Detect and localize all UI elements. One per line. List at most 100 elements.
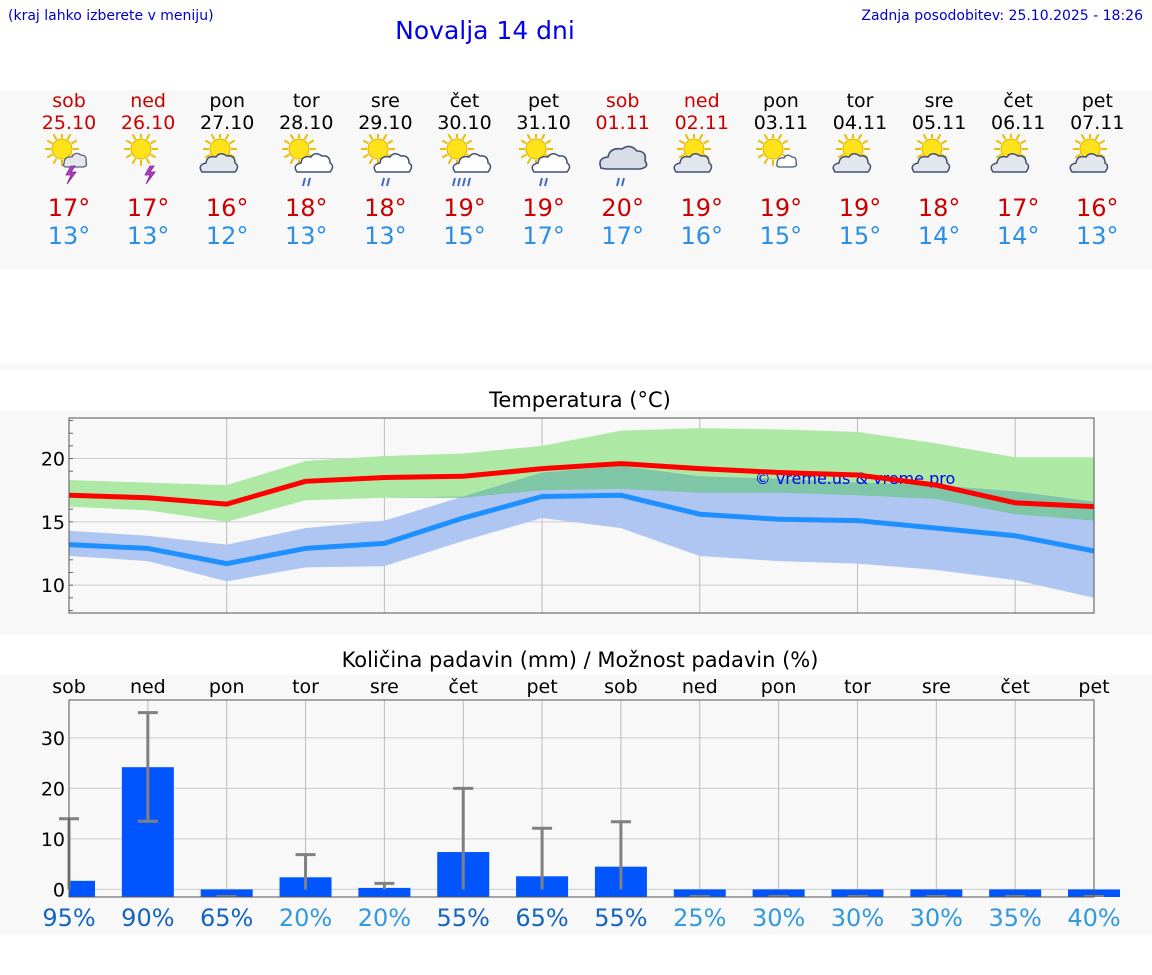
min-temperature: 13° xyxy=(47,222,91,250)
day-card: ned 26.10 17° 13° xyxy=(109,90,188,250)
y-tick-label: 0 xyxy=(53,879,65,901)
min-temperature: 15° xyxy=(443,222,486,250)
day-date: 31.10 xyxy=(516,112,571,134)
x-category-label: ned xyxy=(682,676,718,698)
day-date: 28.10 xyxy=(279,112,334,134)
x-category-label: čet xyxy=(448,676,478,698)
day-name: tor xyxy=(292,90,320,112)
precipitation-probability: 30% xyxy=(831,904,884,932)
precipitation-bar xyxy=(69,880,95,897)
max-temperature: 18° xyxy=(917,194,961,222)
precipitation-probability: 55% xyxy=(437,904,490,932)
min-temperature: 13° xyxy=(285,222,328,250)
max-temperature: 17° xyxy=(996,194,1040,222)
day-date: 05.11 xyxy=(911,112,967,134)
y-tick-label: 15 xyxy=(41,512,65,534)
day-card: sre 05.11 18° 14° xyxy=(900,90,979,250)
day-name: sre xyxy=(370,90,400,112)
precipitation-chart-title: Količina padavin (mm) / Možnost padavin … xyxy=(341,648,819,672)
day-date: 04.11 xyxy=(832,112,888,134)
sun-small-cloud-icon xyxy=(756,132,798,168)
min-temperature: 13° xyxy=(126,222,170,250)
day-name: pon xyxy=(763,90,799,112)
day-name: pet xyxy=(527,90,560,112)
sun-cloud-icon xyxy=(831,132,871,173)
day-name: čet xyxy=(449,90,480,112)
y-tick-label: 10 xyxy=(41,575,65,597)
day-name: pon xyxy=(209,90,246,112)
day-name: ned xyxy=(130,90,166,112)
x-category-label: ned xyxy=(130,676,166,698)
day-card: ned 02.11 19° 16° xyxy=(662,90,741,250)
min-temperature: 17° xyxy=(601,222,644,250)
sun-cloud-icon xyxy=(911,132,950,173)
y-tick-label: 20 xyxy=(41,778,65,800)
separator-band xyxy=(0,364,1152,370)
y-tick-label: 30 xyxy=(41,728,65,750)
range-overlap-band xyxy=(69,466,1094,522)
precipitation-probability: 20% xyxy=(279,904,332,932)
day-date: 06.11 xyxy=(990,112,1046,134)
max-temperature: 19° xyxy=(443,194,486,222)
min-temperature: 15° xyxy=(838,222,882,250)
max-temperature: 17° xyxy=(47,194,91,222)
precipitation-probability: 20% xyxy=(358,904,411,932)
precipitation-probability: 25% xyxy=(673,904,726,932)
sun-cloud-rain-icon xyxy=(281,132,334,187)
precipitation-probability: 35% xyxy=(988,904,1041,932)
x-category-label: pon xyxy=(209,676,245,698)
precipitation-probability: 95% xyxy=(42,904,95,932)
sun-cloud-rain-icon xyxy=(360,132,413,187)
last-update: Zadnja posodobitev: 25.10.2025 - 18:26 xyxy=(861,8,1143,24)
precipitation-bar xyxy=(358,887,411,897)
sun-cloud-heavy-rain-icon xyxy=(440,132,492,187)
day-card: čet 06.11 17° 14° xyxy=(979,90,1058,250)
x-category-label: pon xyxy=(761,676,797,698)
min-temperature: 13° xyxy=(364,222,407,250)
max-temperature: 17° xyxy=(126,194,170,222)
min-temperature: 14° xyxy=(996,222,1040,250)
day-card: pon 03.11 19° 15° xyxy=(741,90,820,250)
x-category-label: tor xyxy=(844,676,871,698)
forecast-band xyxy=(0,90,1152,270)
page-title: Novalja 14 dni xyxy=(395,16,575,45)
max-temperature: 16° xyxy=(205,194,249,222)
plot-area xyxy=(69,700,1094,897)
y-tick-label: 20 xyxy=(41,449,65,471)
x-category-label: tor xyxy=(292,676,319,698)
sun-cloud-icon xyxy=(673,132,713,173)
day-name: sob xyxy=(52,90,86,112)
day-name: ned xyxy=(683,90,720,112)
day-card: pet 07.11 16° 13° xyxy=(1058,90,1137,250)
max-temperature-line xyxy=(68,461,1095,510)
x-category-label: sob xyxy=(52,676,86,698)
day-date: 26.10 xyxy=(120,112,176,134)
precipitation-probability: 40% xyxy=(1067,904,1120,932)
precipitation-bar xyxy=(910,889,963,897)
day-date: 02.11 xyxy=(674,112,729,134)
max-temperature: 19° xyxy=(838,194,882,222)
x-category-label: pet xyxy=(1078,676,1109,698)
precipitation-bar xyxy=(831,889,884,897)
precipitation-probability: 55% xyxy=(594,904,647,932)
min-temperature: 12° xyxy=(205,222,249,250)
day-card: pet 31.10 19° 17° xyxy=(504,90,583,250)
day-card: pon 27.10 16° 12° xyxy=(188,90,267,250)
x-category-label: sob xyxy=(604,676,638,698)
precipitation-probability: 90% xyxy=(121,904,174,932)
min-temperature-range-band xyxy=(69,466,1094,598)
min-temperature: 17° xyxy=(522,222,565,250)
x-category-label: čet xyxy=(1000,676,1030,698)
precipitation-bar xyxy=(989,889,1042,897)
precipitation-probability: 65% xyxy=(515,904,568,932)
min-temperature-line xyxy=(68,492,1095,567)
day-card: sob 01.11 20° 17° xyxy=(583,90,662,250)
day-card: sob 25.10 17° 13° xyxy=(30,90,109,250)
x-category-label: pet xyxy=(526,676,557,698)
x-category-label: sre xyxy=(922,676,951,698)
sun-cloud-rain-icon xyxy=(519,132,571,187)
min-temperature: 13° xyxy=(1076,222,1119,250)
precipitation-probability: 30% xyxy=(910,904,963,932)
day-card: sre 29.10 18° 13° xyxy=(346,90,425,250)
